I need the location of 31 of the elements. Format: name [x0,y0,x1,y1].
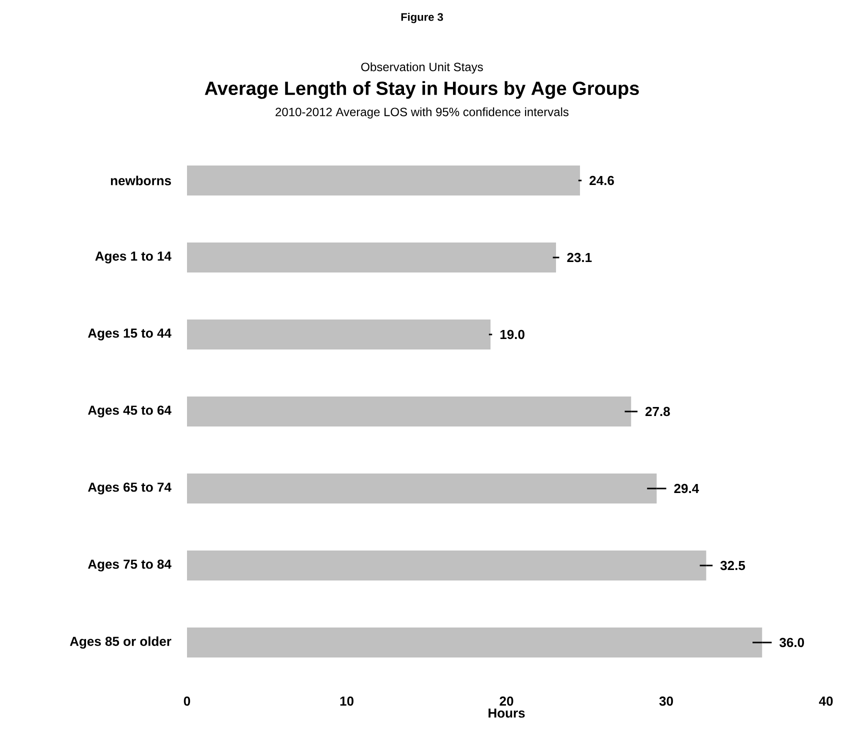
data-label: 19.0 [500,330,524,340]
data-label: 23.1 [567,252,592,262]
y-tick-label: Ages 45 to 64 [88,406,172,418]
y-tick-label: Ages 75 to 84 [88,560,172,572]
data-label: 24.6 [590,176,614,186]
y-tick-label: Ages 65 to 74 [88,482,172,494]
x-tick-label: 10 [340,696,354,706]
bar [187,396,632,427]
data-label: 29.4 [674,484,699,494]
data-label: 32.5 [720,560,746,570]
bar [187,550,706,581]
y-tick-label: Ages 1 to 14 [95,252,172,264]
chart-title: Average Length of Stay in Hours by Age Groups [204,81,639,99]
x-tick-label: 0 [184,696,190,706]
bar [187,242,556,273]
bar [187,320,491,350]
x-tick-label: 30 [659,696,673,706]
y-tick-label: newborns [110,176,171,186]
chart-subtitle: 2010-2012 Average LOS with 95% confidence intervals [276,107,568,119]
caption: Figure 3 [401,12,443,24]
x-axis-title: Hours [488,708,525,718]
bar [187,628,762,658]
data-label: 36.0 [780,638,804,648]
y-tick-label: Ages 15 to 44 [88,328,172,340]
x-tick-label: 20 [500,696,514,706]
text: Observation Unit Stays [361,62,483,74]
bar [187,474,657,504]
bar [187,166,580,196]
y-tick-label: Ages 85 or older [70,636,172,649]
data-label: 27.8 [645,406,670,416]
x-tick-label: 40 [818,696,833,706]
